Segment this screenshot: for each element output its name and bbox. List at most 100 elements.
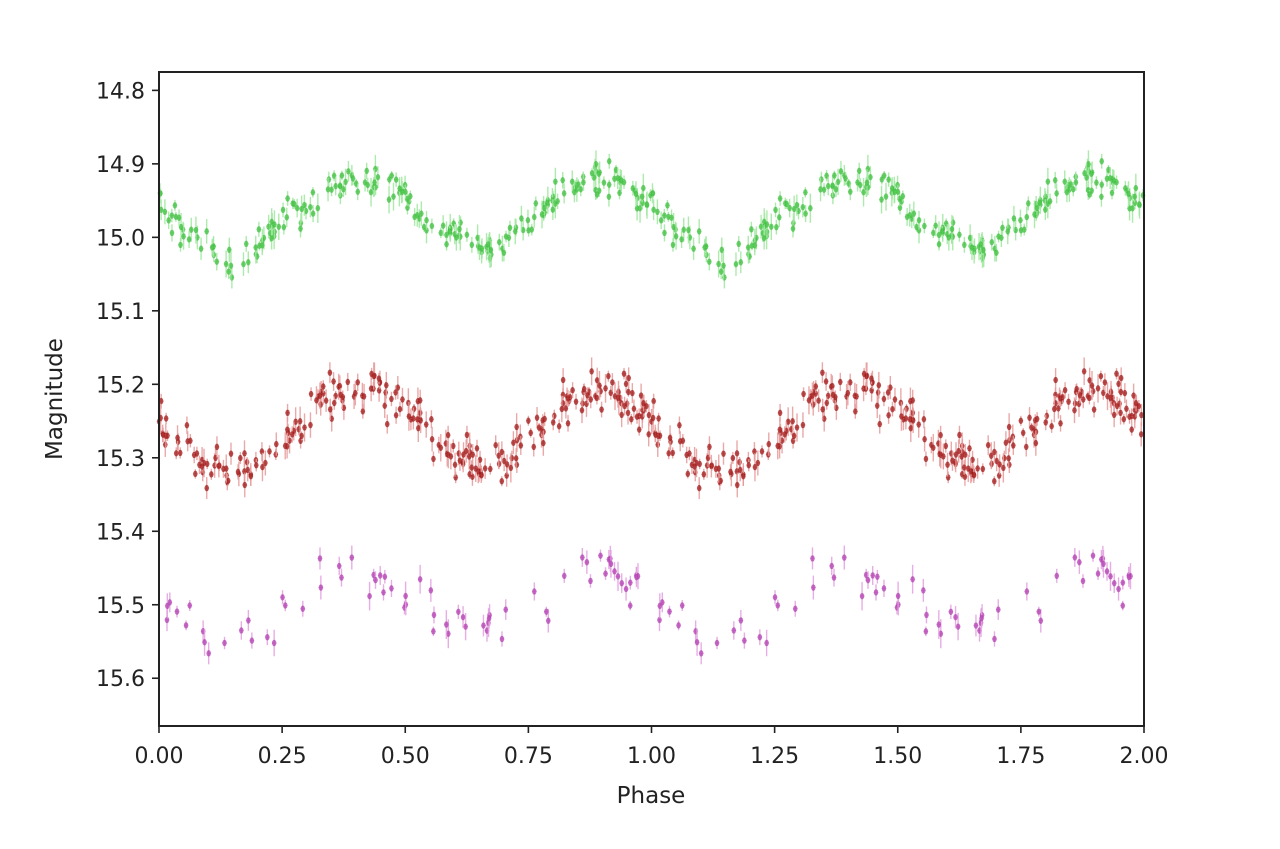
- data-point: [204, 228, 209, 235]
- data-point: [879, 196, 884, 203]
- data-point: [469, 241, 475, 249]
- data-point: [957, 431, 962, 439]
- data-point: [1124, 405, 1129, 412]
- data-point: [532, 213, 537, 221]
- data-point: [1045, 178, 1051, 185]
- data-point: [1003, 439, 1009, 446]
- data-point: [1037, 199, 1043, 206]
- data-point: [961, 464, 967, 471]
- data-point: [685, 470, 691, 478]
- data-point: [777, 426, 783, 433]
- data-point: [612, 568, 617, 575]
- y-tick-label: 15.1: [96, 300, 145, 325]
- data-point: [194, 450, 200, 457]
- data-point: [163, 415, 169, 422]
- data-point: [318, 584, 324, 591]
- data-point: [183, 622, 189, 629]
- data-point: [634, 205, 640, 212]
- data-point: [749, 226, 754, 233]
- data-point: [1024, 443, 1029, 451]
- y-tick-label: 14.8: [96, 79, 145, 104]
- data-point: [956, 447, 961, 455]
- data-point: [680, 437, 686, 444]
- data-point: [222, 639, 227, 647]
- data-point: [615, 573, 621, 580]
- data-point: [570, 178, 575, 185]
- data-point: [580, 554, 585, 561]
- data-point: [294, 204, 300, 212]
- data-point: [1068, 181, 1074, 188]
- data-point: [774, 223, 779, 231]
- data-point: [456, 608, 461, 615]
- data-point: [761, 234, 767, 242]
- data-point: [565, 420, 571, 427]
- data-point: [829, 562, 834, 570]
- data-point: [1027, 414, 1032, 421]
- data-point: [772, 594, 778, 601]
- data-point: [290, 431, 295, 438]
- data-point: [1029, 424, 1034, 431]
- data-point: [173, 213, 179, 220]
- data-point: [777, 214, 782, 221]
- data-point: [1072, 407, 1077, 414]
- data-point: [593, 160, 599, 168]
- data-point: [578, 186, 583, 193]
- data-point: [563, 405, 569, 412]
- data-layer: [156, 150, 1146, 665]
- data-point: [1006, 455, 1011, 462]
- data-point: [916, 217, 922, 224]
- data-point: [499, 477, 504, 485]
- data-point: [382, 573, 388, 580]
- data-point: [721, 262, 726, 269]
- data-point: [921, 587, 926, 594]
- data-point: [820, 369, 825, 376]
- data-point: [384, 382, 389, 389]
- data-point: [848, 188, 853, 195]
- data-point: [1139, 431, 1144, 438]
- data-point: [353, 389, 358, 397]
- data-point: [870, 572, 875, 579]
- data-point: [889, 185, 895, 192]
- data-point: [916, 421, 921, 428]
- data-point: [169, 229, 175, 237]
- data-point: [393, 412, 399, 419]
- data-point: [333, 182, 338, 190]
- data-point: [842, 554, 847, 561]
- x-tick-label: 2.00: [1120, 744, 1169, 769]
- data-point: [738, 617, 744, 624]
- data-point: [764, 639, 769, 647]
- data-point: [1132, 199, 1138, 207]
- data-point: [793, 605, 798, 612]
- data-point: [1120, 579, 1126, 586]
- data-point: [996, 606, 1001, 613]
- data-point: [501, 249, 507, 256]
- data-point: [1081, 368, 1087, 375]
- data-point: [671, 223, 676, 231]
- data-point: [511, 439, 516, 446]
- data-point: [875, 402, 880, 409]
- data-point: [741, 472, 746, 480]
- data-point: [962, 241, 967, 249]
- data-point: [655, 208, 660, 216]
- data-point: [861, 189, 866, 196]
- data-point: [885, 389, 891, 396]
- data-point: [451, 442, 456, 450]
- data-point: [666, 213, 671, 220]
- data-point: [389, 172, 394, 179]
- data-point: [1043, 419, 1048, 426]
- data-point: [382, 402, 387, 409]
- data-point: [818, 186, 823, 193]
- data-point: [429, 436, 435, 443]
- series-0: [157, 150, 1146, 289]
- data-point: [864, 179, 870, 186]
- data-point: [561, 190, 567, 197]
- data-point: [244, 240, 249, 248]
- data-point: [406, 413, 412, 420]
- data-point: [985, 441, 991, 449]
- data-point: [397, 185, 402, 192]
- data-point: [368, 189, 374, 196]
- data-point: [1089, 382, 1095, 389]
- data-point: [701, 471, 707, 478]
- data-point: [921, 416, 927, 423]
- data-point: [933, 222, 938, 229]
